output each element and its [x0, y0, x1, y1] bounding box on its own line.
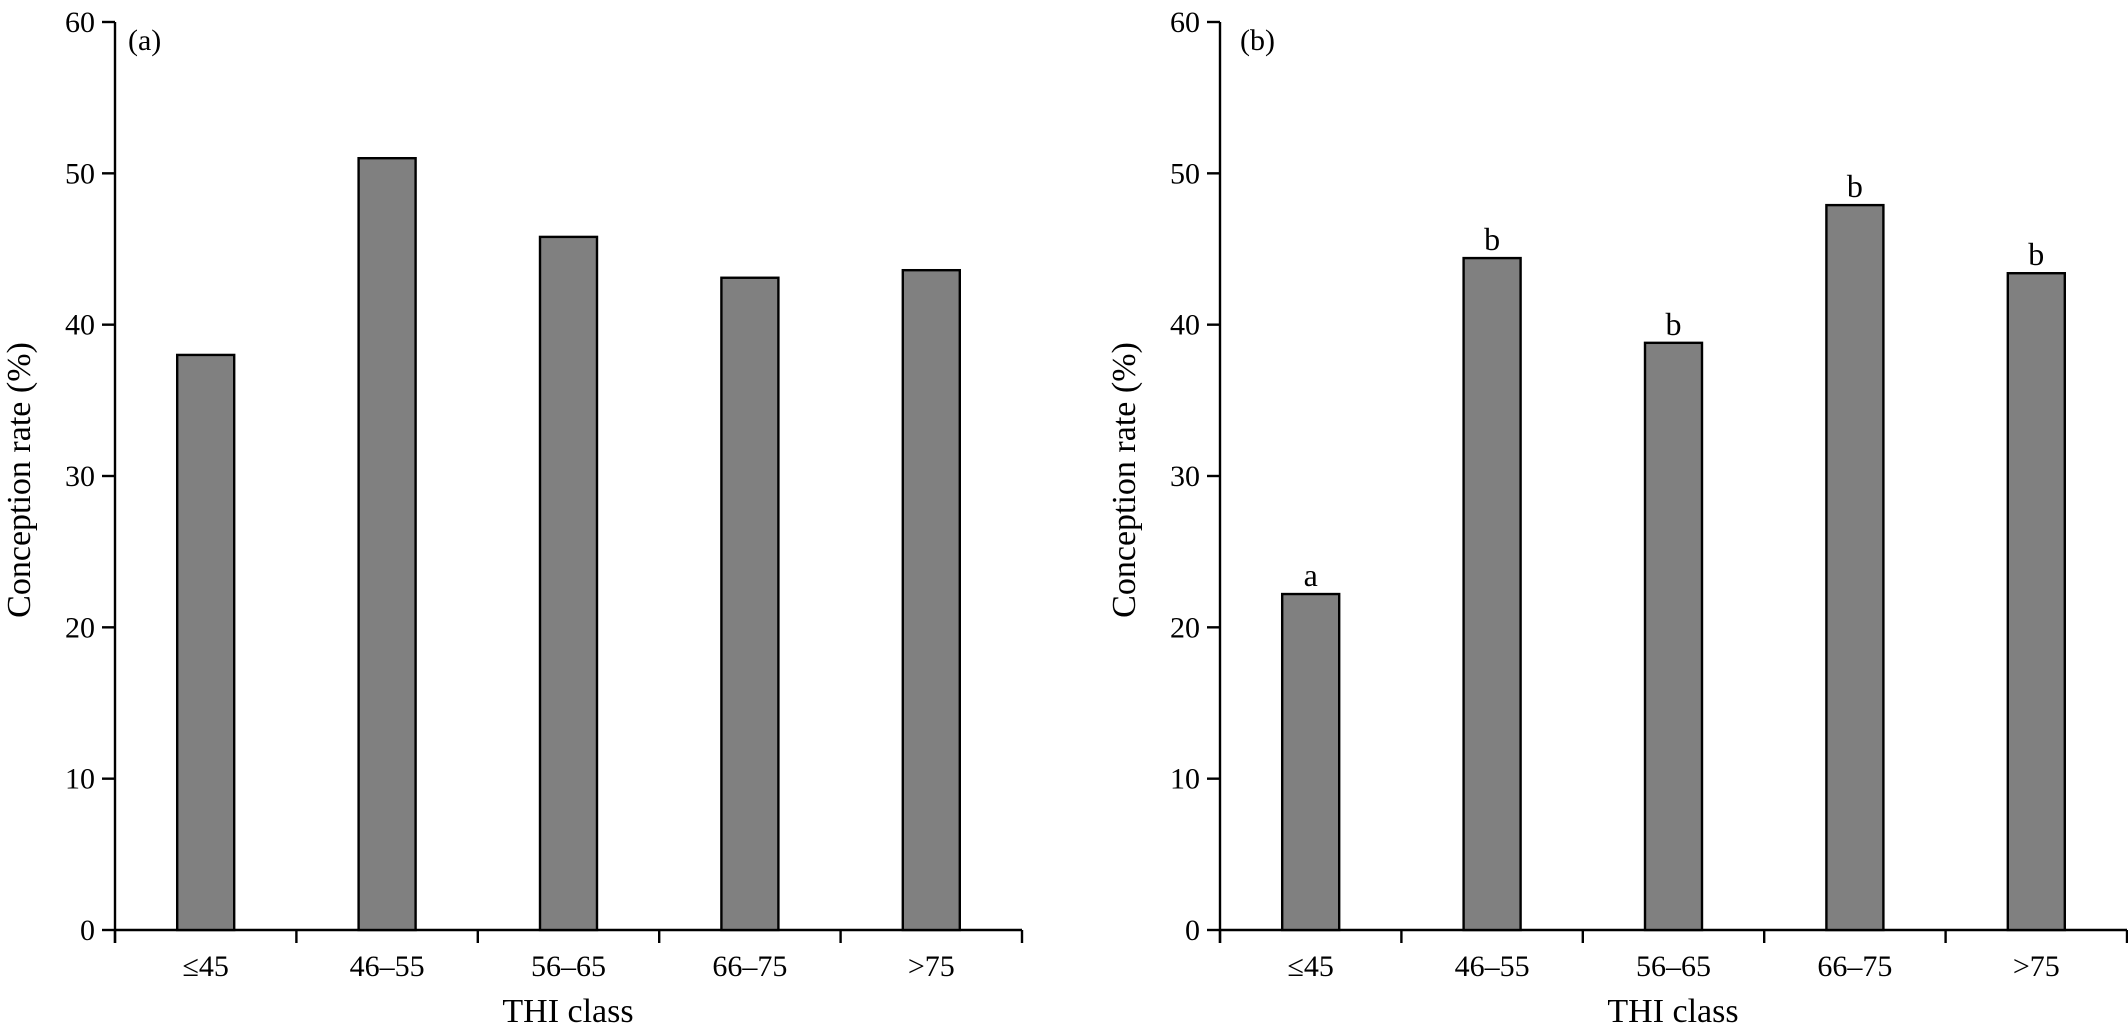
panel-a-x-axis-title: THI class	[502, 993, 633, 1030]
panel-b-y-tick-label: 0	[1185, 914, 1200, 947]
panel-a-label: (a)	[128, 24, 161, 57]
panel-a-y-tick-label: 0	[80, 914, 95, 947]
panel-a-bar-4	[720, 276, 780, 932]
panel-b-label: (b)	[1240, 24, 1275, 57]
panel-a: (a) Conception rate (%) THI class 0 10 20 3…	[1, 6, 1024, 1030]
panel-a-x-tick-label: >75	[908, 950, 955, 983]
panel-a-y-tick-label: 40	[65, 309, 95, 342]
panel-b-y-tick-label: 50	[1170, 157, 1200, 190]
panel-b-bar-1	[1280, 592, 1341, 932]
panel-b-x-tick-label: 66–75	[1817, 950, 1892, 983]
panel-b-y-tick-label: 20	[1170, 611, 1200, 644]
panel-b: (b) Conception rate (%) THI class 0 10 20 3…	[1106, 6, 2128, 1030]
panel-b-bar-4	[1825, 203, 1885, 932]
panel-b-y-tick-label: 60	[1170, 6, 1200, 39]
panel-b-bar-2	[1462, 256, 1522, 932]
panel-b-bar-5	[2006, 272, 2067, 932]
panel-b-bar-3	[1643, 341, 1704, 932]
panel-a-y-tick-label: 50	[65, 157, 95, 190]
panel-a-bar-1	[175, 353, 236, 932]
panel-a-bar-5	[901, 268, 961, 932]
panel-a-y-tick-label: 10	[65, 763, 95, 796]
panel-a-y-axis-title: Conception rate (%)	[1, 342, 38, 618]
panel-a-y-tick-label: 20	[65, 611, 95, 644]
panel-b-x-tick-label: ≤45	[1287, 950, 1333, 983]
panel-a-x-tick-label: 56–65	[531, 950, 606, 983]
panel-b-x-axis-title: THI class	[1607, 993, 1738, 1030]
panel-b-y-tick-label: 40	[1170, 309, 1200, 342]
panel-b-significance-label: b	[1666, 306, 1682, 342]
panel-a-x-tick-label: ≤45	[182, 950, 228, 983]
panel-b-significance-label: a	[1304, 557, 1318, 593]
panel-b-significance-label: b	[1484, 221, 1500, 257]
panel-b-x-tick-label: 46–55	[1455, 950, 1530, 983]
panel-a-bar-3	[538, 235, 599, 932]
panel-b-y-tick-label: 10	[1170, 763, 1200, 796]
panel-b-y-tick-label: 30	[1170, 460, 1200, 493]
panel-b-significance-label: b	[1847, 168, 1863, 204]
panel-b-y-axis-title: Conception rate (%)	[1106, 342, 1143, 618]
panel-a-x-tick-label: 46–55	[350, 950, 425, 983]
panel-b-x-tick-label: >75	[2013, 950, 2060, 983]
panel-a-x-tick-label: 66–75	[712, 950, 787, 983]
panel-b-x-tick-label: 56–65	[1636, 950, 1711, 983]
panel-b-significance-label: b	[2028, 236, 2044, 272]
panel-a-y-tick-label: 60	[65, 6, 95, 39]
panel-a-bar-2	[357, 156, 417, 932]
panel-a-y-tick-label: 30	[65, 460, 95, 493]
